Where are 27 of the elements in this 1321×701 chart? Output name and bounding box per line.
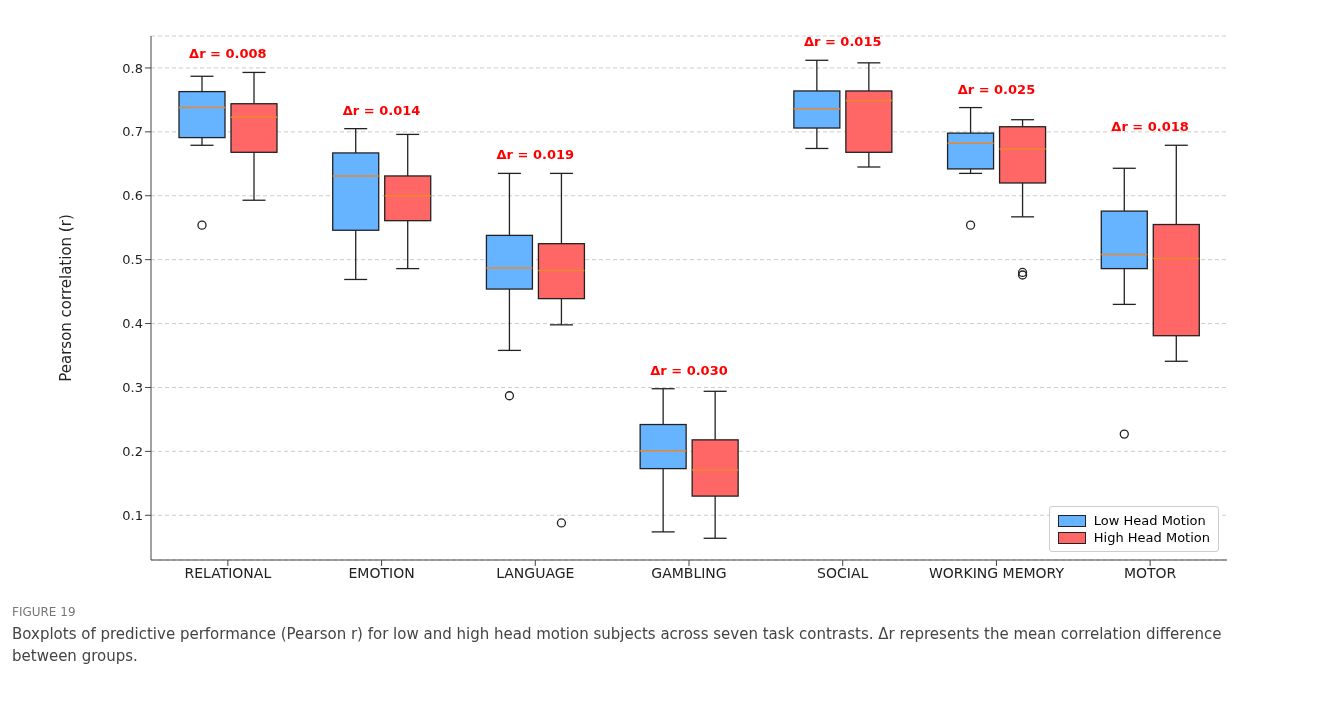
y-tick-label: 0.6: [122, 188, 143, 204]
y-tick-label: 0.4: [122, 316, 143, 332]
caption: FIGURE 19: [12, 605, 77, 619]
text: Boxplots of predictive performance (Pearson r) for low and high head motion subjects across seven task contrasts. Δr represents the mean correlation difference between groups.: [12, 624, 1223, 667]
annotation: Δr = 0.008: [189, 46, 267, 62]
y-tick-label: 0.5: [122, 252, 143, 268]
x-tick-label: RELATIONAL: [184, 564, 272, 581]
annotation: Δr = 0.025: [957, 81, 1036, 97]
y-tick-label: 0.2: [122, 443, 143, 459]
y-tick-label: 0.7: [122, 124, 143, 140]
y-axis-title: Pearson correlation (r): [57, 214, 76, 382]
legend-label: Low Head Motion: [1093, 513, 1206, 528]
annotation: Δr = 0.018: [1111, 119, 1189, 135]
legend-label: High Head Motion: [1093, 530, 1210, 545]
y-tick-label: 0.3: [122, 380, 143, 396]
x-tick-label: SOCIAL: [817, 564, 869, 581]
x-tick-label: GAMBLING: [651, 564, 727, 581]
y-tick-label: 0.8: [122, 60, 143, 76]
annotation: Δr = 0.014: [342, 102, 421, 118]
x-tick-label: MOTOR: [1123, 564, 1177, 581]
annotation: Δr = 0.019: [496, 147, 575, 163]
x-tick-label: EMOTION: [348, 564, 415, 581]
x-tick-label: WORKING MEMORY: [928, 564, 1065, 581]
y-tick-label: 0.1: [122, 507, 143, 523]
annotation: Δr = 0.030: [650, 362, 728, 378]
annotation: Δr = 0.015: [803, 34, 882, 50]
x-tick-label: LANGUAGE: [496, 564, 575, 581]
